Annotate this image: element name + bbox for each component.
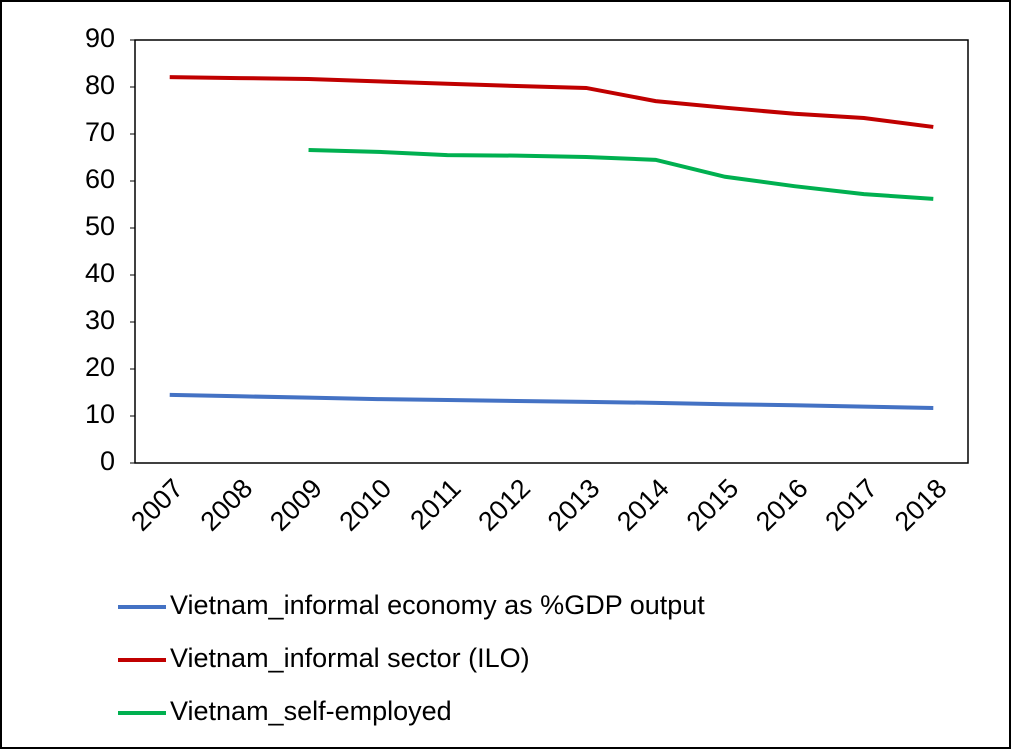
- y-tick-label: 60: [85, 164, 115, 194]
- line-series: [169, 75, 934, 129]
- y-tick-label: 90: [85, 23, 115, 53]
- legend-label: Vietnam_informal economy as %GDP output: [170, 590, 705, 620]
- y-tick-label: 30: [85, 305, 115, 335]
- plot-area: [134, 39, 969, 464]
- y-tick-label: 40: [85, 258, 115, 288]
- legend-label: Vietnam_self-employed: [170, 696, 452, 726]
- y-tick-label: 80: [85, 70, 115, 100]
- legend-label: Vietnam_informal sector (ILO): [170, 643, 530, 673]
- y-tick-label: 70: [85, 117, 115, 147]
- y-tick-label: 0: [100, 446, 115, 476]
- line-series: [169, 392, 934, 411]
- y-tick-label: 50: [85, 211, 115, 241]
- y-tick-label: 20: [85, 352, 115, 382]
- y-tick-label: 10: [85, 399, 115, 429]
- line-series: [308, 147, 934, 201]
